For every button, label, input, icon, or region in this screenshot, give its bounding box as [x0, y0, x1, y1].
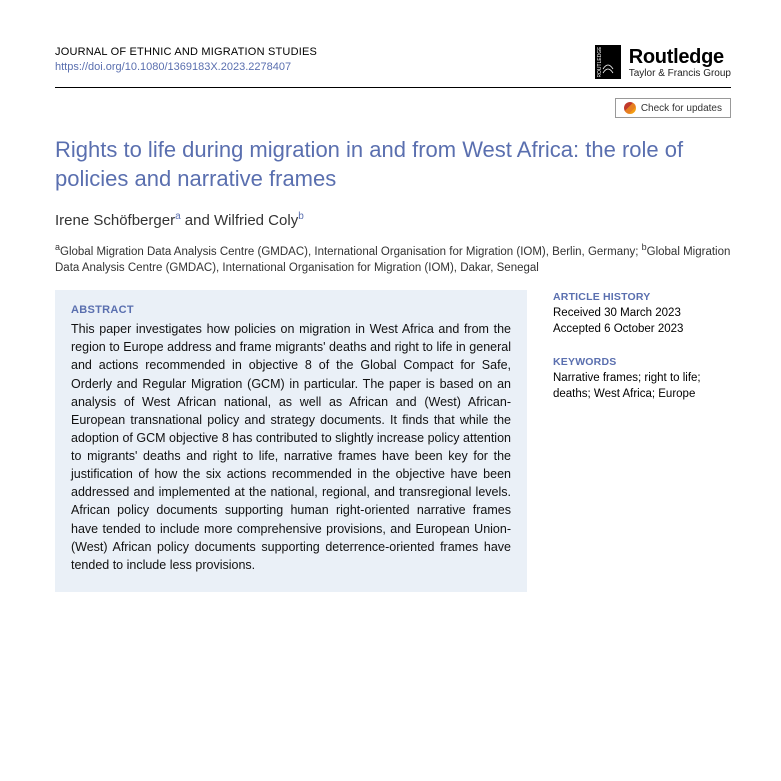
publisher-text: Routledge Taylor & Francis Group — [629, 46, 731, 79]
aff-a: Global Migration Data Analysis Centre (G… — [60, 246, 642, 258]
keywords-text: Narrative frames; right to life; deaths;… — [553, 370, 731, 402]
author-separator: and — [181, 212, 214, 229]
history-received: Received 30 March 2023 — [553, 305, 731, 321]
divider — [55, 87, 731, 88]
updates-row: Check for updates — [55, 98, 731, 118]
check-updates-icon — [624, 102, 636, 114]
article-history: ARTICLE HISTORY Received 30 March 2023 A… — [553, 290, 731, 337]
keywords-block: KEYWORDS Narrative frames; right to life… — [553, 355, 731, 402]
keywords-heading: KEYWORDS — [553, 355, 731, 370]
history-heading: ARTICLE HISTORY — [553, 290, 731, 305]
routledge-logo-icon: ROUTLEDGE — [595, 45, 621, 79]
publisher-block: ROUTLEDGE Routledge Taylor & Francis Gro… — [595, 45, 731, 79]
svg-text:ROUTLEDGE: ROUTLEDGE — [597, 47, 603, 77]
doi-link[interactable]: https://doi.org/10.1080/1369183X.2023.22… — [55, 60, 317, 75]
sidebar: ARTICLE HISTORY Received 30 March 2023 A… — [553, 290, 731, 420]
authors: Irene Schöfbergera and Wilfried Colyb — [55, 211, 731, 229]
journal-info: JOURNAL OF ETHNIC AND MIGRATION STUDIES … — [55, 45, 317, 76]
journal-name: JOURNAL OF ETHNIC AND MIGRATION STUDIES — [55, 45, 317, 60]
article-title: Rights to life during migration in and f… — [55, 136, 731, 193]
author-2-affmark: b — [298, 211, 304, 222]
author-1: Irene Schöfberger — [55, 212, 175, 229]
author-2: Wilfried Coly — [214, 212, 298, 229]
publisher-group: Taylor & Francis Group — [629, 68, 731, 79]
abstract-text: This paper investigates how policies on … — [71, 320, 511, 574]
abstract-box: ABSTRACT This paper investigates how pol… — [55, 290, 527, 592]
history-accepted: Accepted 6 October 2023 — [553, 321, 731, 337]
abstract-heading: ABSTRACT — [71, 304, 511, 316]
publisher-name: Routledge — [629, 46, 731, 68]
check-updates-label: Check for updates — [641, 103, 722, 114]
body-columns: ABSTRACT This paper investigates how pol… — [55, 290, 731, 592]
affiliations: aGlobal Migration Data Analysis Centre (… — [55, 241, 731, 276]
header-row: JOURNAL OF ETHNIC AND MIGRATION STUDIES … — [55, 45, 731, 79]
check-updates-button[interactable]: Check for updates — [615, 98, 731, 118]
